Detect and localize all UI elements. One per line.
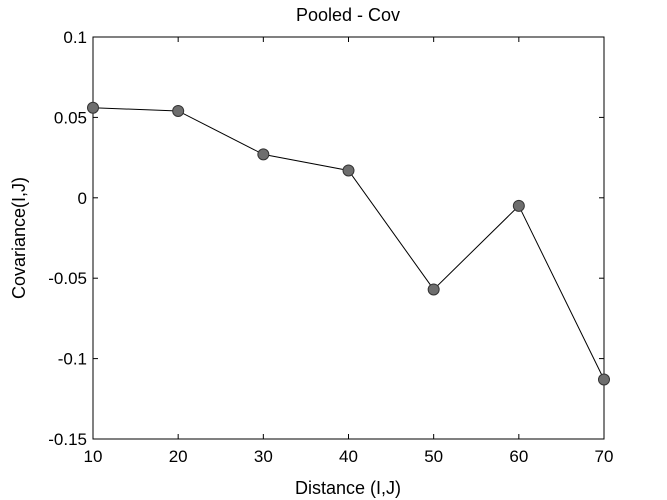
y-tick-label: 0.05 (54, 108, 87, 127)
data-point-marker (172, 104, 185, 117)
x-axis-tick-labels: 10 20 30 40 50 60 70 (84, 447, 614, 466)
x-tick-label: 50 (424, 447, 443, 466)
data-point-marker (257, 148, 270, 161)
x-tick-label: 60 (509, 447, 528, 466)
series-layer (87, 101, 610, 386)
x-tick-label: 10 (84, 447, 103, 466)
axes-box (92, 36, 605, 440)
x-axis-ticks (92, 37, 605, 439)
y-tick-label: -0.15 (48, 430, 87, 449)
data-point-marker (598, 373, 610, 386)
y-tick-label: -0.1 (58, 350, 87, 369)
y-tick-label: 0.1 (63, 28, 87, 47)
data-point-marker (427, 283, 440, 296)
y-tick-label: 0 (78, 189, 87, 208)
y-axis-tick-labels: 0.1 0.05 0 -0.05 -0.1 -0.15 (48, 28, 87, 449)
x-tick-label: 70 (595, 447, 614, 466)
x-tick-label: 20 (169, 447, 188, 466)
data-point-marker (87, 101, 99, 114)
y-tick-label: -0.05 (48, 269, 87, 288)
y-axis-ticks (93, 36, 604, 440)
data-point-marker (512, 199, 525, 212)
chart-title: Pooled - Cov (296, 5, 400, 25)
x-axis-label: Distance (I,J) (295, 478, 401, 498)
plot-area: 10 20 30 40 50 60 70 0.1 0.05 0 -0.05 -0.1 -0.15 (48, 28, 613, 466)
data-point-marker (342, 164, 355, 177)
x-tick-label: 40 (339, 447, 358, 466)
x-tick-label: 30 (254, 447, 273, 466)
y-axis-label: Covariance(I,J) (9, 177, 29, 299)
